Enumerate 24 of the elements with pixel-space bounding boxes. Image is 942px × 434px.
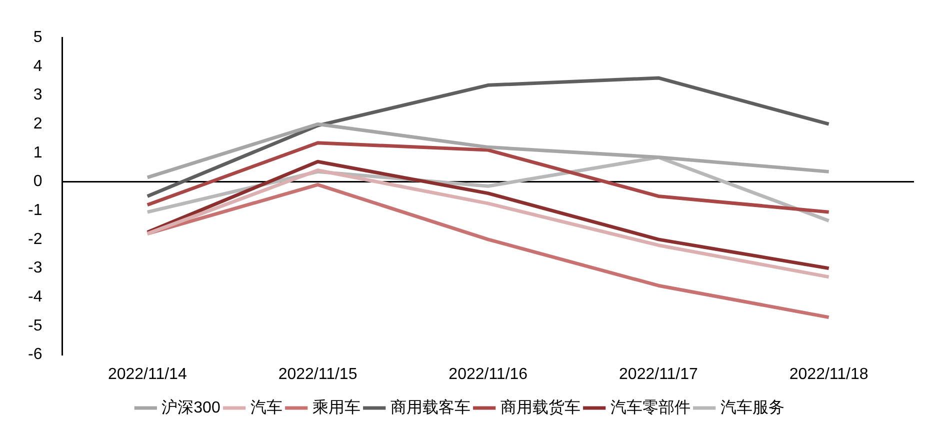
y-tick-label: 3 — [33, 86, 42, 104]
y-tick-label: -4 — [28, 288, 42, 306]
legend-label: 汽车 — [250, 398, 282, 416]
legend-label: 沪深300 — [162, 398, 220, 416]
y-tick-label: -6 — [28, 346, 42, 364]
y-tick-label: -5 — [28, 317, 42, 334]
legend-label: 汽车服务 — [720, 398, 784, 416]
x-tick-label: 2022/11/17 — [619, 366, 698, 383]
y-tick-label: 0 — [33, 173, 42, 190]
y-tick-label: 2 — [33, 116, 42, 133]
y-tick-label: 5 — [33, 29, 42, 46]
y-tick-label: -1 — [28, 202, 42, 220]
legend-label: 商用载客车 — [390, 398, 470, 416]
y-tick-label: 1 — [33, 144, 42, 162]
legend-label: 乘用车 — [312, 398, 360, 416]
legend-label: 汽车零部件 — [610, 398, 690, 416]
y-tick-label: 4 — [33, 58, 42, 75]
x-tick-label: 2022/11/16 — [448, 366, 528, 383]
x-tick-label: 2022/11/14 — [108, 366, 187, 383]
y-tick-label: -2 — [28, 230, 42, 248]
legend-label: 商用载货车 — [500, 398, 580, 416]
x-tick-label: 2022/11/15 — [278, 366, 358, 383]
y-tick-label: -3 — [28, 260, 42, 277]
x-tick-label: 2022/11/18 — [789, 366, 868, 383]
